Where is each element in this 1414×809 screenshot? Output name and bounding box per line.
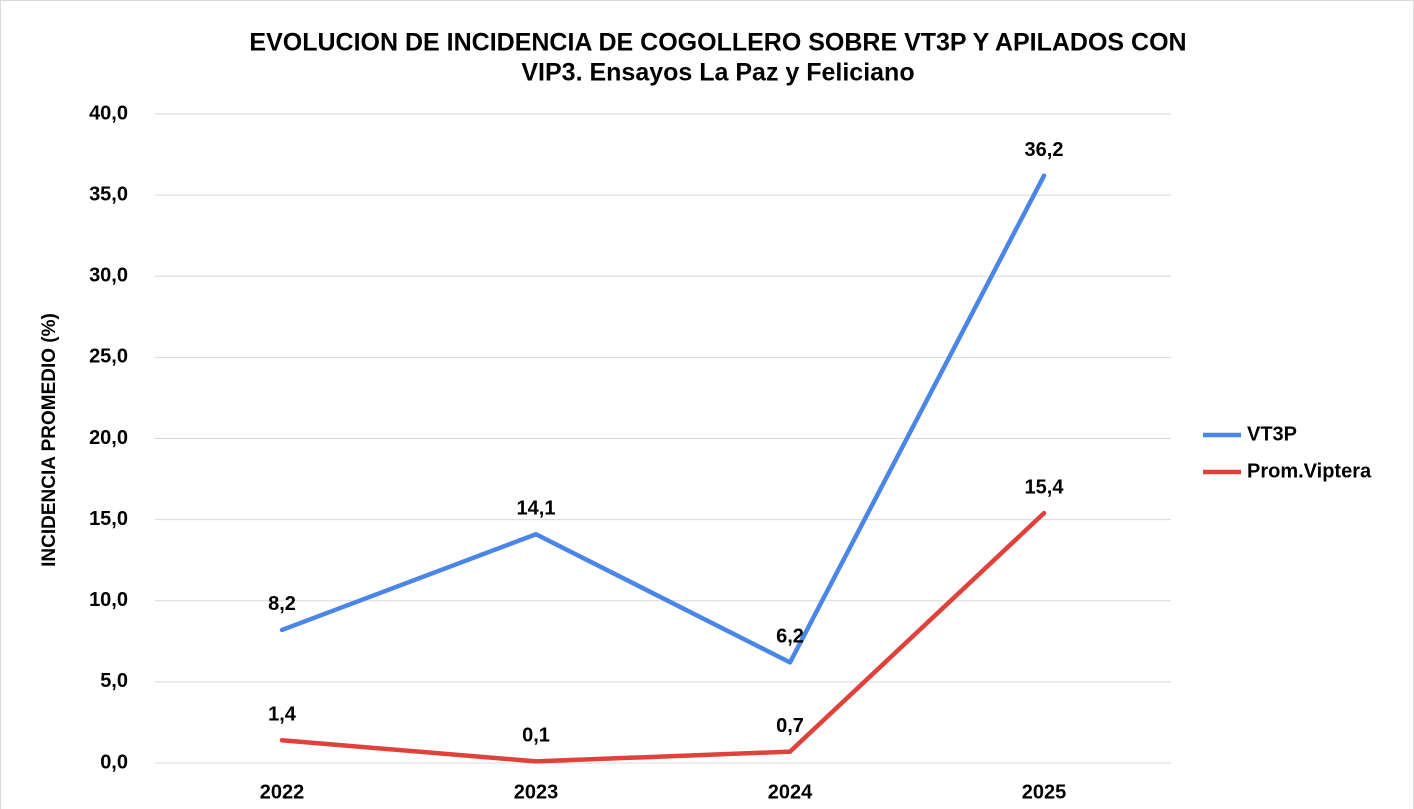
data-label: 0,1	[522, 725, 550, 747]
y-tick-label: 25,0	[89, 346, 128, 368]
x-tick-label: 2025	[1022, 781, 1067, 803]
data-label: 14,1	[517, 498, 556, 520]
y-tick-label: 20,0	[89, 427, 128, 449]
data-label: 6,2	[776, 626, 804, 648]
y-tick-label: 5,0	[100, 670, 128, 692]
data-label: 15,4	[1025, 476, 1065, 498]
y-tick-label: 30,0	[89, 265, 128, 287]
data-label: 36,2	[1025, 139, 1064, 161]
chart-title: VIP3. Ensayos La Paz y Feliciano	[521, 59, 914, 87]
y-tick-label: 10,0	[89, 589, 128, 611]
data-label: 8,2	[268, 593, 296, 615]
x-tick-label: 2024	[768, 781, 813, 803]
y-tick-label: 40,0	[89, 102, 128, 124]
y-tick-label: 0,0	[100, 751, 128, 773]
y-tick-label: 15,0	[89, 508, 128, 530]
series-line	[279, 510, 1047, 764]
y-axis-label: INCIDENCIA PROMEDIO (%)	[39, 313, 60, 567]
legend-label: Prom.Viptera	[1247, 460, 1372, 482]
series-line	[279, 173, 1047, 665]
x-tick-label: 2023	[514, 781, 559, 803]
data-label: 0,7	[776, 715, 804, 737]
y-tick-label: 35,0	[89, 183, 128, 205]
x-tick-label: 2022	[260, 781, 305, 803]
chart-title: EVOLUCION DE INCIDENCIA DE COGOLLERO SOB…	[249, 29, 1186, 57]
data-label: 1,4	[268, 704, 297, 726]
legend-label: VT3P	[1247, 423, 1297, 445]
